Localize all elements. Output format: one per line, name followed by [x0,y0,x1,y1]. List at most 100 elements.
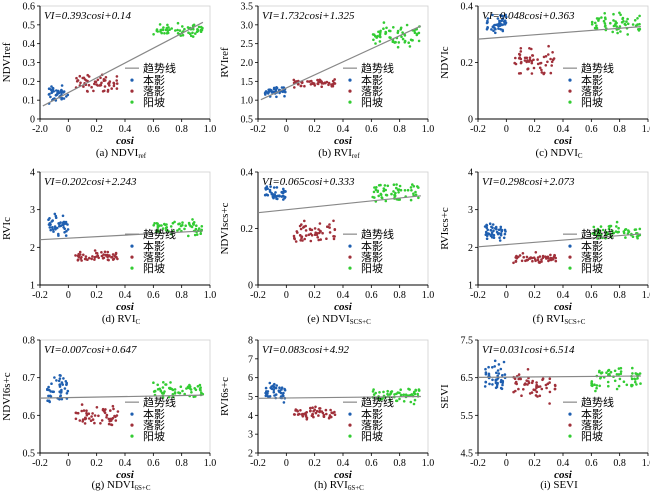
scatter-point-shade [58,224,61,228]
scatter-point-sunny [176,32,180,35]
scatter-point-shadow [107,417,111,421]
scatter-point-shadow [518,254,522,257]
scatter-point-sunny [153,389,157,393]
y-tick-label: 8 [248,336,253,347]
y-tick-label: 0.6 [23,2,36,13]
scatter-point-sunny [398,397,401,401]
scatter-point-shade [270,193,274,196]
scatter-point-sunny [612,231,616,235]
scatter-point-sunny [590,380,594,383]
scatter-point-sunny [607,373,610,377]
scatter-point-shadow [79,257,82,260]
y-tick-label: 0 [248,281,253,292]
scatter-point-shade [66,223,69,226]
scatter-point-shadow [74,417,78,421]
scatter-point-shadow [292,78,296,82]
x-tick-label: 0.4 [557,290,570,301]
scatter-point-shadow [548,390,552,394]
scatter-point-shade [485,224,489,227]
x-tick-label: -0.2 [250,290,266,301]
scatter-point-sunny [414,193,418,197]
scatter-point-sunny [612,24,616,28]
scatter-point-shadow [111,404,115,408]
x-axis-label: cosi [334,135,353,147]
scatter-point-sunny [396,188,400,191]
scatter-point-shade [486,17,490,20]
scatter-point-shadow [298,224,302,228]
y-axis-label: RVIc [1,217,13,240]
scatter-point-shadow [550,64,553,67]
y-tick-label: 6 [248,373,253,384]
scatter-point-shadow [112,407,115,411]
scatter-point-sunny [152,224,155,227]
scatter-point-shadow [112,84,116,88]
scatter-point-shadow [530,59,534,63]
scatter-point-sunny [612,19,615,22]
scatter-point-sunny [170,27,173,30]
scatter-point-shadow [316,236,320,239]
scatter-point-shade [51,390,54,394]
scatter-point-shadow [517,387,520,391]
scatter-point-sunny [636,377,639,380]
scatter-point-shade [49,95,52,99]
scatter-point-shade [284,90,287,94]
scatter-point-sunny [595,24,598,28]
scatter-point-shade [488,382,491,386]
legend-shade-label: 本影 [581,239,603,253]
scatter-point-shadow [311,412,314,416]
scatter-point-shadow [100,81,103,85]
scatter-point-shadow [331,411,335,415]
scatter-point-shadow [530,61,534,65]
scatter-point-shadow [321,231,324,235]
scatter-point-sunny [164,228,168,232]
scatter-point-shade [499,227,503,231]
scatter-point-sunny [199,388,202,392]
scatter-point-shade [266,187,269,190]
chart-panel: -0.2 0 0.2 0.4 0.6 0.8 1.0 0.5 0.6 0.7 0.8 NDVI6s+c… [1,336,216,493]
scatter-point-sunny [382,27,385,31]
scatter-point-sunny [398,184,402,188]
scatter-point-shade [50,90,54,94]
scatter-point-shadow [547,259,550,263]
scatter-point-shadow [554,259,558,263]
scatter-point-shade [47,385,50,389]
y-tick-label: 4 [468,168,473,179]
scatter-point-shade [279,391,283,395]
scatter-point-shadow [90,257,93,261]
y-tick-label: 0.5 [241,115,254,126]
chart-panel: -0.2 0 0.2 0.4 0.6 0.8 1.0 1 2 3 4 RVIc cosi(d) RVIC… [1,168,216,327]
scatter-point-shadow [87,83,91,87]
scatter-point-sunny [620,21,624,24]
scatter-point-shadow [80,259,83,262]
scatter-point-sunny [600,16,603,19]
scatter-point-sunny [638,22,641,26]
scatter-point-shadow [517,377,520,381]
x-tick-label: 0.8 [175,124,188,135]
scatter-point-shadow [309,409,312,413]
scatter-point-shadow [89,419,93,423]
scatter-point-sunny [177,222,180,226]
scatter-point-shadow [531,379,534,383]
legend-shade-swatch [130,78,134,82]
x-tick-label: 0 [284,458,289,469]
scatter-point-sunny [619,372,623,376]
scatter-point-shade [503,232,507,236]
scatter-point-sunny [598,229,601,232]
caption-main: (a) NDVI [96,147,139,159]
scatter-point-sunny [156,224,160,228]
plot-frame [257,5,429,120]
scatter-point-shadow [107,254,111,258]
scatter-point-shade [283,94,286,98]
scatter-point-sunny [393,41,396,44]
scatter-point-shadow [106,90,110,93]
scatter-point-sunny [602,19,606,23]
scatter-point-shade [264,90,268,93]
scatter-point-shadow [535,381,538,384]
scatter-point-sunny [609,370,613,374]
scatter-point-shadow [544,55,548,58]
scatter-point-shadow [78,74,82,78]
scatter-point-sunny [593,26,597,30]
scatter-point-sunny [417,196,420,200]
scatter-point-shadow [309,239,313,243]
scatter-point-sunny [617,384,621,388]
